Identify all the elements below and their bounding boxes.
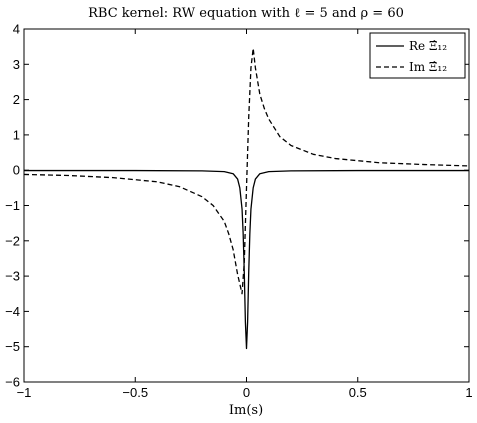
y-tick-label: 3	[13, 57, 20, 72]
legend-label-re: Re Ξ̂₁₂	[409, 39, 447, 53]
series-line-im	[23, 47, 470, 295]
x-tick-label: 1	[465, 385, 472, 400]
series-line-re	[24, 169, 469, 350]
y-tick-label: 0	[13, 163, 20, 178]
y-tick-label: 4	[13, 22, 20, 37]
y-tick-label: −5	[5, 339, 20, 354]
y-tick-label: 2	[13, 92, 20, 107]
legend-label-im: Im Ξ̂₁₂	[409, 60, 447, 74]
x-tick-label: 0	[243, 385, 250, 400]
chart-title: RBC kernel: RW equation with ℓ = 5 and ρ…	[88, 6, 404, 21]
ticks-layer: −1 −0.5 0 0.5 1 −6 −5 −4 −3 −2 −1 0 1 2 3 4	[5, 22, 472, 401]
y-tick-label: −3	[5, 269, 20, 284]
x-axis-label: Im(s)	[229, 403, 263, 418]
legend: Re Ξ̂₁₂ Im Ξ̂₁₂	[369, 32, 466, 79]
x-tick-label: 0.5	[349, 385, 367, 400]
series-layer	[23, 47, 470, 350]
y-tick-label: −1	[5, 198, 20, 213]
y-tick-label: −2	[5, 233, 20, 248]
x-tick-label: −1	[17, 385, 32, 400]
y-tick-label: −6	[5, 375, 20, 390]
x-tick-label: −0.5	[122, 385, 148, 400]
y-tick-label: −4	[5, 304, 20, 319]
y-tick-label: 1	[13, 127, 20, 142]
legend-box	[369, 32, 466, 79]
